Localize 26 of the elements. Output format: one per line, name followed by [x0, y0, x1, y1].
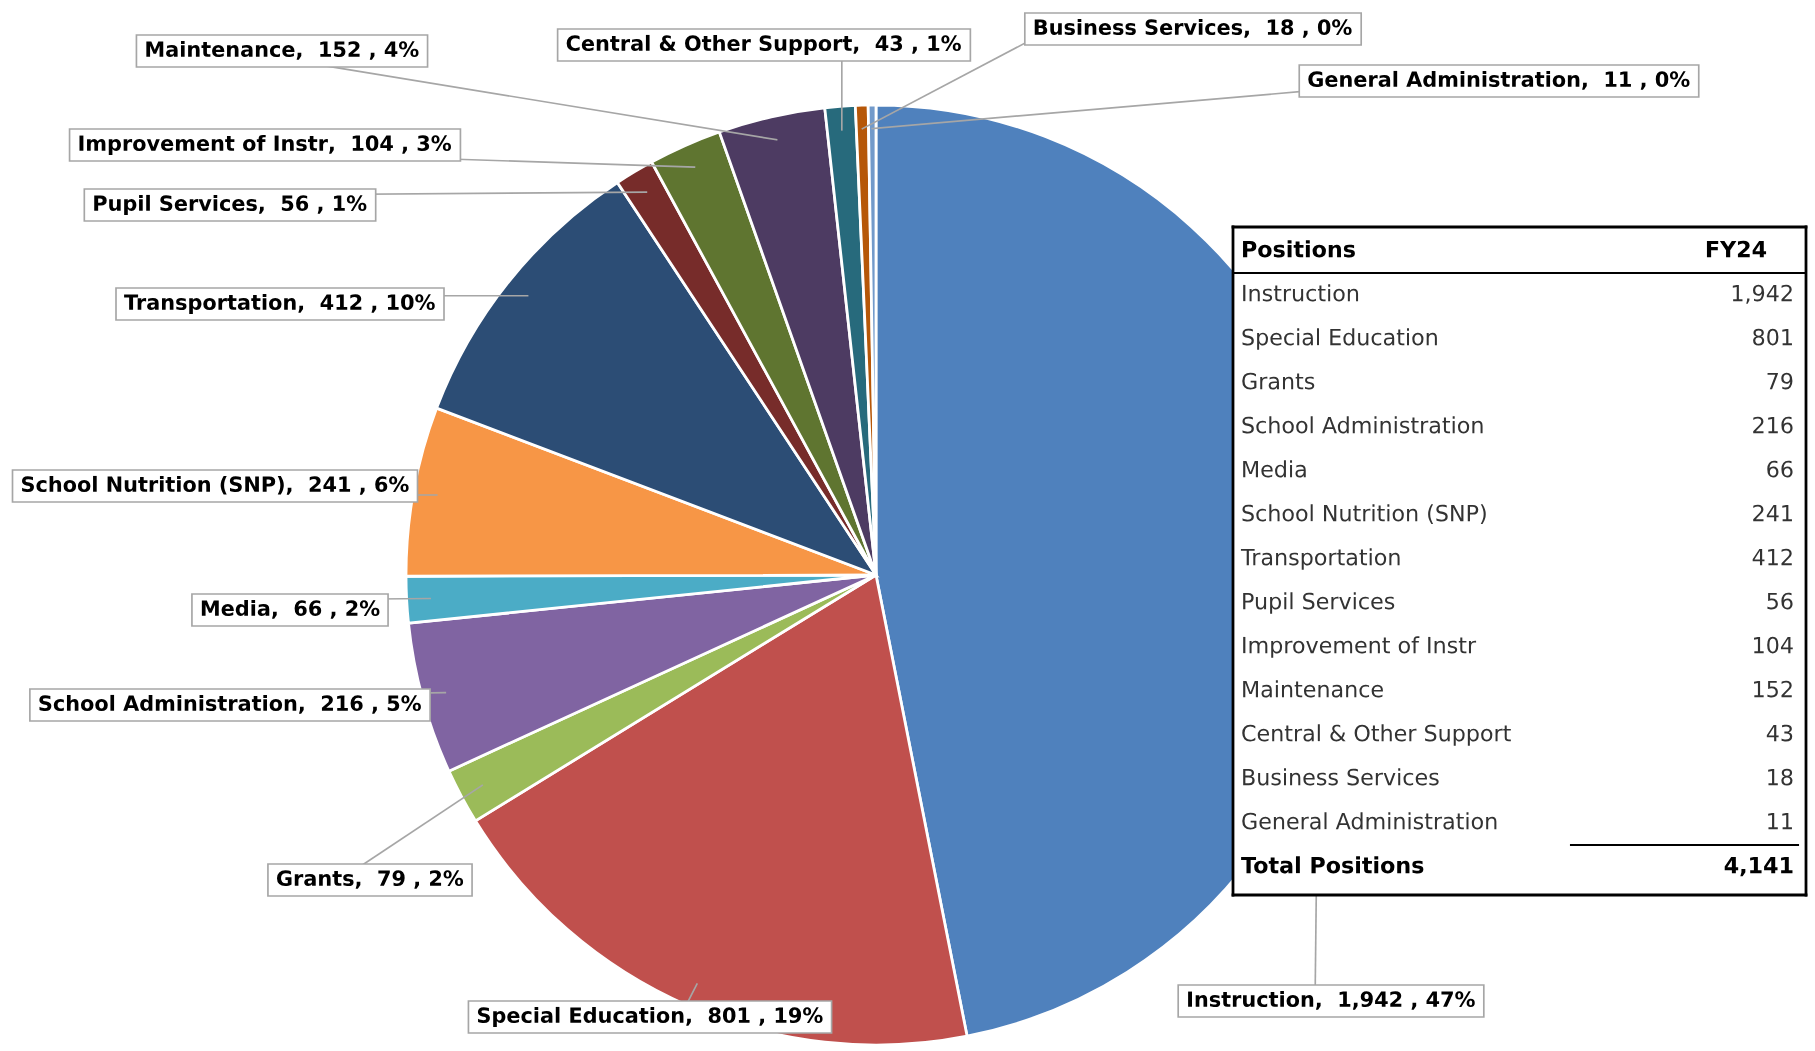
slice-label: Transportation	[124, 293, 296, 315]
data-label: , 241 , 6%	[286, 476, 409, 495]
slice-label: Pupil Services	[94, 194, 257, 216]
slice-label: School Administration	[39, 694, 297, 712]
data-label: , 11 , 0%	[1582, 71, 1690, 90]
data-label: , 66 , 2%	[272, 600, 380, 619]
slice-label: Special Education	[477, 1006, 684, 1028]
data-label: , 56 , 1%	[258, 195, 367, 214]
data-label: , 216 , 5%	[298, 695, 421, 714]
slice-label: School Nutrition (SNP)	[21, 475, 284, 495]
slice-label: Grants	[276, 870, 354, 887]
slice-label: Improvement of Instr	[79, 134, 328, 156]
slice-label: Instruction	[1188, 990, 1314, 1008]
slice-label: Business Services	[1034, 18, 1243, 36]
slice-label: Media	[201, 599, 270, 617]
data-label: , 104 , 3%	[329, 135, 451, 154]
slice-label: Central & Other Support	[566, 34, 852, 56]
slice-label: General Administration	[1308, 70, 1580, 88]
data-label: , 18 , 0%	[1244, 19, 1352, 38]
data-label: , 412 , 10%	[298, 294, 435, 313]
data-label: , 152 , 4%	[296, 41, 419, 60]
data-label: , 801 , 19%	[686, 1007, 823, 1026]
data-label: , 79 , 2%	[355, 870, 464, 889]
data-label: , 43 , 1%	[853, 35, 961, 54]
slice-label: Maintenance	[146, 40, 295, 58]
data-label: , 1,942 , 47%	[1315, 991, 1475, 1010]
